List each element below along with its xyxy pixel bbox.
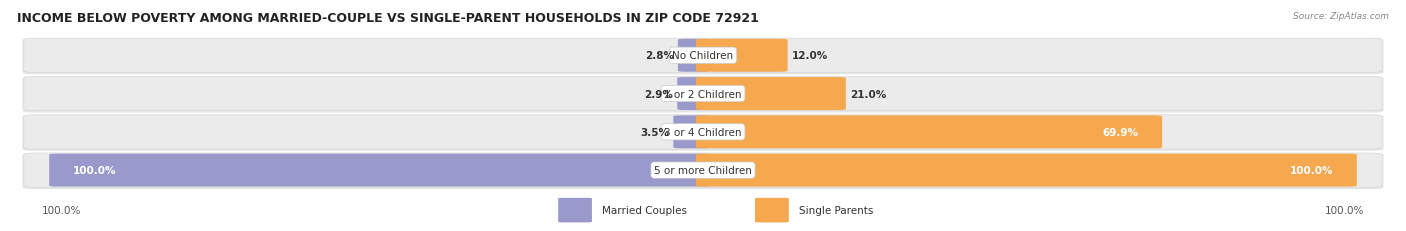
FancyBboxPatch shape xyxy=(558,198,592,222)
FancyBboxPatch shape xyxy=(22,153,1384,189)
Text: 100.0%: 100.0% xyxy=(1324,205,1364,215)
Text: 69.9%: 69.9% xyxy=(1102,127,1139,137)
Text: 3 or 4 Children: 3 or 4 Children xyxy=(664,127,742,137)
Text: 3.5%: 3.5% xyxy=(640,127,669,137)
FancyBboxPatch shape xyxy=(696,116,1163,149)
FancyBboxPatch shape xyxy=(24,115,1382,149)
FancyBboxPatch shape xyxy=(24,39,1382,73)
Text: 2.9%: 2.9% xyxy=(644,89,673,99)
Text: Single Parents: Single Parents xyxy=(799,205,873,215)
FancyBboxPatch shape xyxy=(696,78,846,110)
Text: 12.0%: 12.0% xyxy=(792,51,828,61)
FancyBboxPatch shape xyxy=(755,198,789,222)
Text: 100.0%: 100.0% xyxy=(42,205,82,215)
FancyBboxPatch shape xyxy=(678,40,710,73)
FancyBboxPatch shape xyxy=(24,153,1382,188)
FancyBboxPatch shape xyxy=(22,77,1384,113)
FancyBboxPatch shape xyxy=(22,115,1384,151)
FancyBboxPatch shape xyxy=(24,77,1382,111)
Text: 21.0%: 21.0% xyxy=(851,89,886,99)
Text: Married Couples: Married Couples xyxy=(602,205,686,215)
FancyBboxPatch shape xyxy=(696,154,1357,187)
FancyBboxPatch shape xyxy=(49,154,710,187)
Text: INCOME BELOW POVERTY AMONG MARRIED-COUPLE VS SINGLE-PARENT HOUSEHOLDS IN ZIP COD: INCOME BELOW POVERTY AMONG MARRIED-COUPL… xyxy=(17,12,759,24)
FancyBboxPatch shape xyxy=(22,39,1384,75)
Text: No Children: No Children xyxy=(672,51,734,61)
Text: 100.0%: 100.0% xyxy=(73,165,117,175)
FancyBboxPatch shape xyxy=(696,40,787,73)
Text: 1 or 2 Children: 1 or 2 Children xyxy=(664,89,742,99)
Text: 100.0%: 100.0% xyxy=(1289,165,1333,175)
FancyBboxPatch shape xyxy=(673,116,710,149)
Text: 5 or more Children: 5 or more Children xyxy=(654,165,752,175)
FancyBboxPatch shape xyxy=(678,78,710,110)
Text: 2.8%: 2.8% xyxy=(644,51,673,61)
Text: Source: ZipAtlas.com: Source: ZipAtlas.com xyxy=(1294,12,1389,21)
